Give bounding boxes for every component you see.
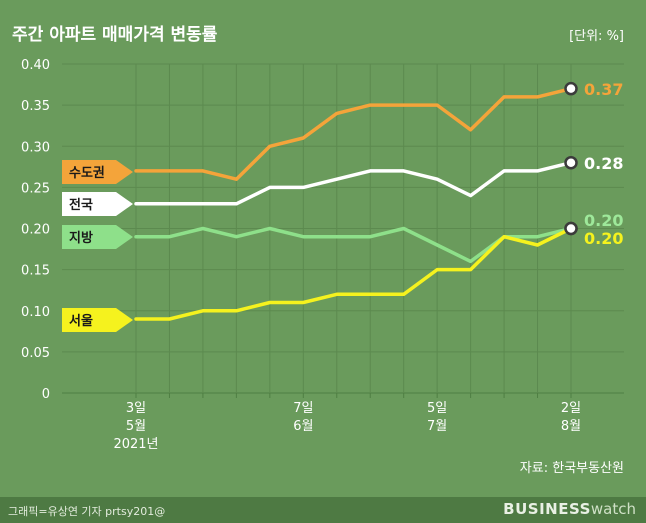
series-end-value: 0.20 <box>584 211 623 230</box>
x-tick-label: 3일 <box>126 401 146 416</box>
logo-light-text: watch <box>590 500 636 518</box>
graphic-credit: 그래픽=유상연 기자 prtsy201@ <box>8 505 166 518</box>
y-tick-label: 0.40 <box>21 58 50 73</box>
y-axis-ticks: 0 0.05 0.10 0.15 0.20 0.25 0.30 0.35 0.40 <box>21 58 50 402</box>
x-tick-label: 6월 <box>293 419 313 434</box>
series-end-value: 0.20 <box>584 229 623 248</box>
series-end-marker <box>564 155 578 170</box>
x-axis-ticks: 3일 5월 2021년 7일 6월 5일 7월 2일 8월 <box>113 393 581 452</box>
y-tick-label: 0 <box>42 387 50 402</box>
series-line <box>134 86 573 181</box>
x-tick-label: 8월 <box>561 419 581 434</box>
series-end-value: 0.28 <box>584 154 623 173</box>
x-tick-label: 7일 <box>293 401 313 416</box>
unit-label: [단위: %] <box>569 29 624 44</box>
footer-bar: 그래픽=유상연 기자 prtsy201@ BUSINESSwatch <box>0 497 646 523</box>
series-tag <box>62 308 133 332</box>
x-tick-label: 2일 <box>561 401 581 416</box>
y-tick-label: 0.25 <box>21 181 50 196</box>
chart-title: 주간 아파트 매매가격 변동률 <box>12 25 218 45</box>
y-tick-label: 0.30 <box>21 140 50 155</box>
brand-logo: BUSINESSwatch <box>503 500 636 518</box>
y-tick-label: 0.10 <box>21 305 50 320</box>
x-tick-label: 7월 <box>427 419 447 434</box>
x-tick-label: 5일 <box>427 401 447 416</box>
series-tag-label: 서울 <box>69 313 93 329</box>
x-tick-label: 5월 <box>126 419 146 434</box>
y-tick-label: 0.05 <box>21 346 50 361</box>
series-end-value: 0.37 <box>584 80 623 99</box>
y-tick-label: 0.35 <box>21 99 50 114</box>
x-tick-label: 2021년 <box>113 437 158 452</box>
series-line <box>134 226 573 264</box>
line-chart: 주간 아파트 매매가격 변동률 [단위: %] 0 0.05 0.10 0.15 0.2… <box>12 25 624 476</box>
series-tag-label: 전국 <box>69 197 93 213</box>
series-line <box>134 160 573 206</box>
series-tag <box>62 192 133 216</box>
logo-bold-text: BUSINESS <box>503 500 591 518</box>
series-end-marker <box>564 221 578 236</box>
series-tag-label: 수도권 <box>69 166 105 181</box>
series-labels: 0.37 수도권 0.28 전국 0.20 지방 0.20 서울 <box>62 80 623 332</box>
y-tick-label: 0.20 <box>21 223 50 238</box>
series-line <box>134 226 573 321</box>
y-tick-label: 0.15 <box>21 264 50 279</box>
series-end-marker <box>564 81 578 96</box>
source-label: 자료: 한국부동산원 <box>520 461 624 476</box>
series-tag <box>62 160 133 184</box>
series-lines <box>134 81 578 321</box>
series-tag-label: 지방 <box>69 230 93 246</box>
series-tag <box>62 225 133 249</box>
